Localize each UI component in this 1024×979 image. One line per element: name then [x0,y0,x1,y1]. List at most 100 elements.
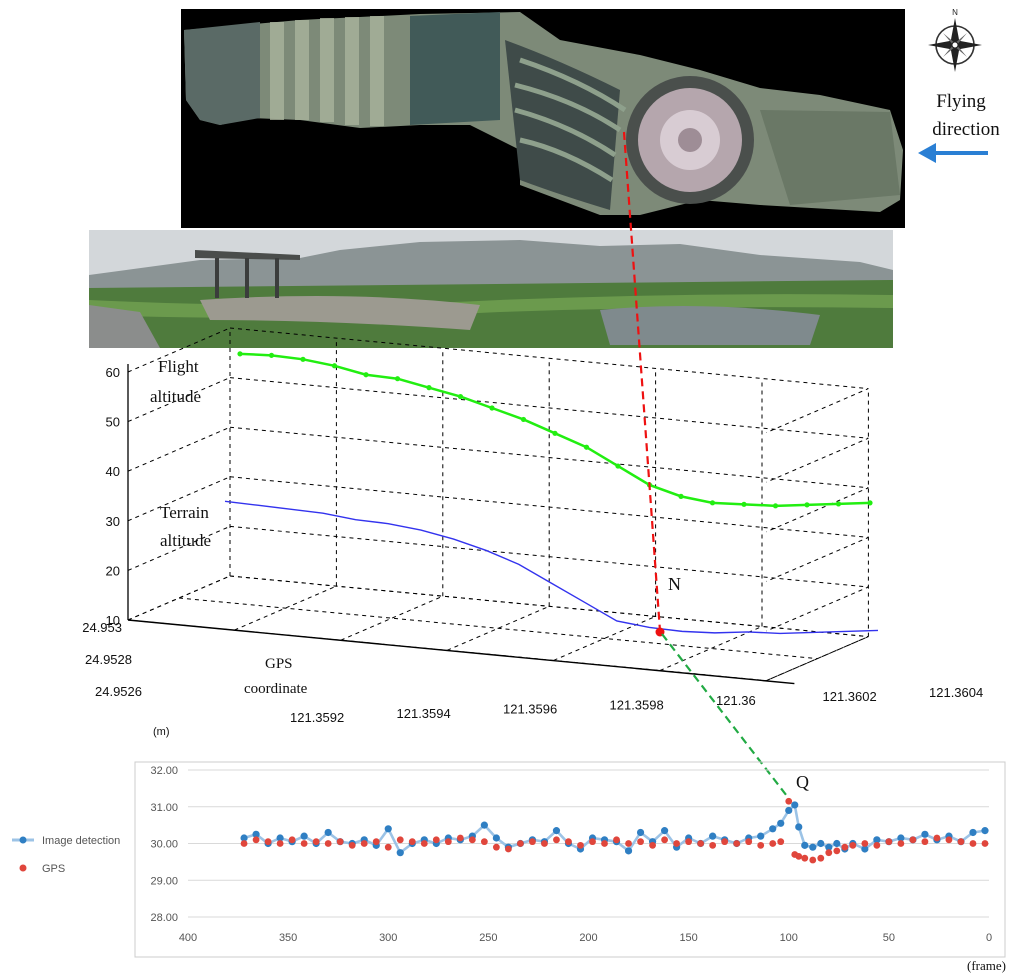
gps-point [833,847,841,855]
grid-side [127,476,231,522]
legend: Image detection GPS [12,835,120,875]
legend-label-gps: GPS [42,863,65,875]
gps-point [649,841,656,849]
image-detection-point [969,828,977,837]
image-detection-point [636,828,645,837]
terrain-altitude-label-1: Terrain [160,503,209,522]
lon-tick-label: 121.3596 [503,702,557,717]
gps-point [541,840,548,847]
flight-altitude-point [615,463,621,469]
grid-side [127,377,231,423]
grid-horizontal [229,327,869,434]
image-detection-point [981,827,989,835]
gps-point [336,838,344,846]
gps-point [945,836,953,844]
image-detection-point [861,845,869,853]
y-tick-label: 30.00 [150,839,178,851]
gps-point [841,843,849,851]
gps-point [709,841,717,849]
gps-point [456,834,464,842]
image-detection-point [552,827,561,835]
lat-tick-label: 24.953 [82,620,122,635]
gps-point [921,838,929,846]
legend-marker-gps [19,864,27,872]
gps-point [777,838,785,846]
gps-point [969,840,977,847]
image-detection-point [801,841,809,849]
gps-point [468,836,476,844]
flight-altitude-point [331,363,338,369]
gps-point [809,856,817,864]
gps-point [637,838,644,846]
point-n-label: N [668,574,681,594]
gps-point [408,838,416,846]
grid-side [127,327,231,373]
gps-point [444,838,452,846]
gps-point [324,840,332,847]
gps-point [801,854,809,862]
x-tick-label: 200 [579,932,597,944]
image-detection-point [833,839,841,848]
flight-altitude-point [426,385,432,391]
altitude-3d-ticks: 10 20 30 40 50 60 24.953 24.9528 24.9526 121.3592… [82,365,983,725]
image-detection-point [757,832,765,840]
gps-point [795,852,803,860]
aerial-photo [181,9,905,228]
terrain-altitude-line [224,500,879,635]
grid-horizontal [229,426,869,533]
image-detection-point [921,830,929,838]
gps-point [733,840,741,847]
flight-altitude-label-2: altitude [150,387,201,406]
grid-side [127,525,231,571]
flight-altitude-label-1: Flight [158,357,199,376]
lon-tick-label: 121.3594 [397,706,451,721]
x-tick-label: 400 [179,932,197,944]
gps-point [757,841,765,849]
gps-point [492,843,500,851]
image-detection-point [795,823,803,831]
gps-point [613,836,620,844]
chart-grid [188,769,989,918]
z-tick-label: 20 [106,563,120,578]
image-detection-point [276,834,284,842]
flight-altitude-point [237,351,243,357]
floor-grid-lon [766,636,869,682]
gps-point [505,845,512,853]
y-tick-label: 29.00 [150,875,178,887]
image-detection-point [769,825,777,833]
gps-point [577,841,584,849]
x-tick-label: 350 [279,932,297,944]
gps-point [432,836,440,844]
image-detection-point [709,832,717,840]
gps-point [625,840,632,847]
flight-altitude-point [268,352,275,358]
image-detection-point [777,819,785,827]
image-detection-point [300,832,308,840]
image-detection-point [252,830,260,838]
y-tick-label: 28.00 [150,912,178,924]
gps-point [565,838,572,846]
x-tick-label: 300 [379,932,397,944]
y-tick-label: 31.00 [150,802,178,814]
gps-point [849,841,857,849]
altitude-3d-series [224,351,879,637]
z-tick-label: 50 [106,415,120,430]
gps-point [861,840,869,847]
gps-point [817,854,825,862]
lon-tick-label: 121.36 [716,693,756,708]
grid-horizontal [229,377,869,483]
flight-altitude-point [709,500,716,506]
gps-point [981,840,989,847]
lon-tick-label: 121.3602 [823,689,877,704]
lon-tick-label: 121.3592 [290,710,344,725]
gps-point [909,836,917,844]
lat-tick-label: 24.9528 [85,652,132,667]
image-detection-point [240,834,248,842]
flight-altitude-point [835,501,842,507]
gps-point [264,838,272,846]
flight-altitude-point [867,500,873,506]
gps-point [420,840,428,847]
point-q-label: Q [796,772,809,792]
x-tick-label: 0 [986,932,992,944]
